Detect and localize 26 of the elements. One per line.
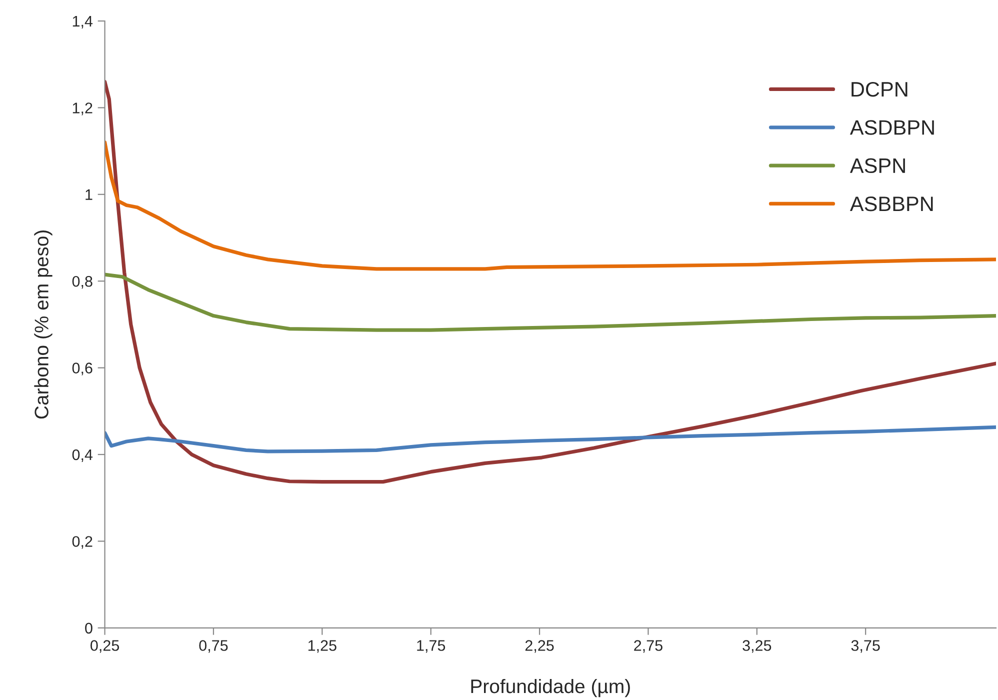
y-tick-label: 1 <box>86 189 92 200</box>
y-tick-label: 0,8 <box>72 276 92 289</box>
y-tick-label: 0 <box>85 622 92 634</box>
y-tick-label: 1,2 <box>72 102 92 116</box>
x-tick-label: 2,25 <box>525 640 554 653</box>
legend-label: ASBBPN <box>850 196 933 212</box>
x-tick-label: 2,75 <box>634 640 662 653</box>
x-tick-label: 1,25 <box>308 640 336 653</box>
x-tick-label: 0,75 <box>199 640 228 653</box>
line-series <box>104 140 996 271</box>
line-series <box>104 80 996 484</box>
line-series <box>104 425 996 454</box>
y-axis-title: Carbono (% em peso) <box>34 230 52 419</box>
x-tick-label: 3,25 <box>742 640 772 653</box>
y-tick-label: 0,2 <box>72 536 92 549</box>
x-tick-label: 1,75 <box>417 640 446 653</box>
legend-label: ASDBPN <box>850 120 934 135</box>
x-axis-title: Profundidade (µm) <box>471 678 630 698</box>
legend-label: ASPN <box>850 158 905 174</box>
y-tick-label: 0,4 <box>72 449 93 462</box>
y-tick-label: 0,6 <box>72 362 92 376</box>
line-series <box>104 272 996 332</box>
x-tick-label: 0,25 <box>90 640 120 653</box>
x-tick-label: 3,75 <box>851 640 880 653</box>
legend-label: DCPN <box>852 82 908 97</box>
y-tick-label: 1,4 <box>72 16 93 28</box>
